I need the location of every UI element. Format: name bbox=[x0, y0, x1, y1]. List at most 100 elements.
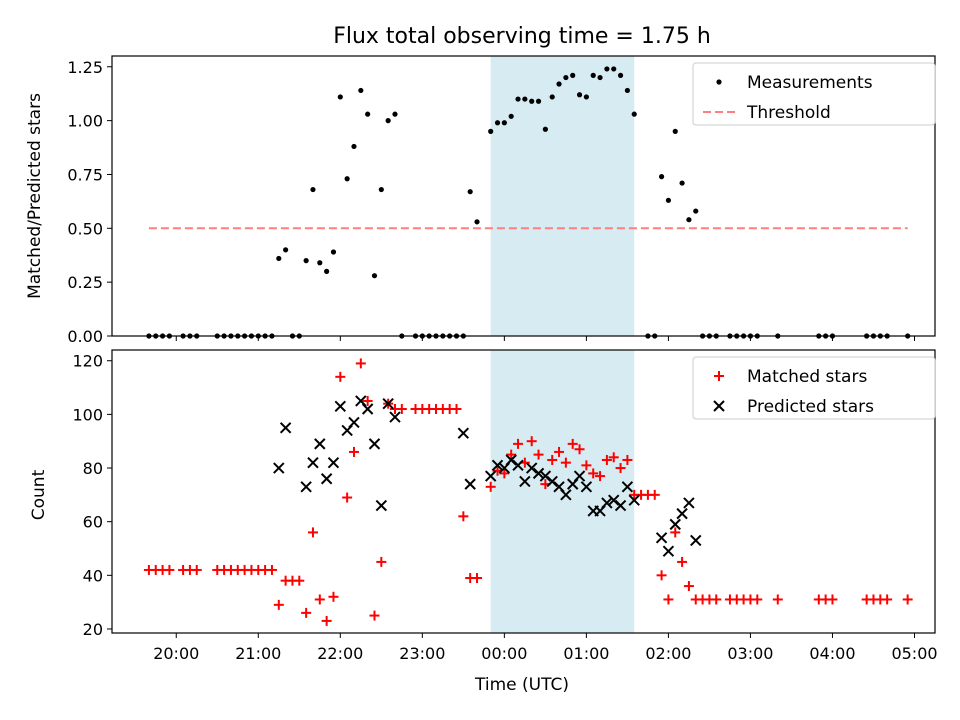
bottom-series-0-point-74 bbox=[683, 581, 694, 592]
bottom-series-1-point-14 bbox=[382, 397, 394, 410]
top-series-0-point-65 bbox=[624, 87, 631, 94]
top-series-0-point-22 bbox=[317, 260, 323, 266]
bottom-ytick-label-2: 60 bbox=[83, 513, 103, 532]
bottom-series-0-point-25 bbox=[335, 371, 346, 382]
top-axes-frame bbox=[111, 55, 936, 337]
bottom-series-1-point-42 bbox=[669, 518, 681, 531]
bottom-series-0-point-64 bbox=[615, 463, 626, 474]
top-series-0-point-74 bbox=[693, 208, 699, 214]
bottom-series-1-point-7 bbox=[334, 400, 347, 413]
bottom-series-0-point-60 bbox=[588, 468, 599, 479]
top-series-0-point-21 bbox=[310, 186, 316, 193]
bottom-series-0-point-3 bbox=[164, 564, 175, 575]
top-series-0-point-26 bbox=[344, 176, 350, 182]
bottom-series-0-point-27 bbox=[348, 446, 359, 457]
bottom-series-1-point-26 bbox=[539, 470, 552, 482]
bottom-series-0-point-15 bbox=[266, 564, 277, 575]
bottom-series-0-point-42 bbox=[458, 511, 469, 522]
bottom-series-1-point-38 bbox=[621, 481, 634, 493]
bottom-series-1-point-29 bbox=[560, 489, 572, 501]
bottom-series-0-point-57 bbox=[567, 438, 578, 449]
bottom-series-0-point-30 bbox=[369, 610, 380, 621]
top-ytick-label-2: 0.50 bbox=[67, 219, 103, 238]
bottom-legend-swatch-0 bbox=[714, 371, 724, 381]
bottom-series-1-point-40 bbox=[655, 532, 668, 544]
top-series-0-point-23 bbox=[324, 268, 330, 274]
top-series-0-point-69 bbox=[658, 174, 665, 180]
top-series-0-point-56 bbox=[563, 74, 569, 81]
top-series-0-point-51 bbox=[529, 98, 535, 104]
bottom-series-0-point-55 bbox=[554, 446, 565, 457]
bottom-series-0-point-31 bbox=[376, 556, 387, 567]
bottom-series-0-point-26 bbox=[342, 492, 353, 503]
top-series-0-point-49 bbox=[515, 96, 521, 102]
top-y-axis-label: Matched/Predicted stars bbox=[25, 93, 45, 299]
top-series-0-point-71 bbox=[672, 128, 678, 134]
bottom-series-0-point-41 bbox=[451, 404, 462, 415]
bottom-ytick-label-1: 40 bbox=[83, 566, 103, 585]
xtick-label-0: 20:00 bbox=[153, 644, 199, 663]
top-series-0-point-32 bbox=[385, 118, 391, 124]
top-ytick-label-4: 1.00 bbox=[67, 112, 103, 131]
bottom-series-0-point-16 bbox=[273, 599, 284, 610]
top-legend-label-1: Threshold bbox=[746, 103, 831, 123]
top-ytick-label-1: 0.25 bbox=[67, 273, 103, 292]
top-series-0-point-25 bbox=[337, 94, 343, 100]
top-series-0-point-44 bbox=[474, 219, 480, 225]
bottom-series-0-point-87 bbox=[827, 594, 838, 605]
bottom-ytick-label-0: 20 bbox=[83, 620, 103, 639]
bottom-ytick-label-4: 100 bbox=[72, 405, 103, 424]
bottom-series-1-point-39 bbox=[628, 494, 640, 506]
x-axis-label: Time (UTC) bbox=[474, 675, 569, 695]
bottom-series-1-point-18 bbox=[484, 470, 497, 482]
top-series-0-point-27 bbox=[351, 143, 357, 150]
top-series-0-point-30 bbox=[371, 273, 378, 279]
top-series-0-point-66 bbox=[631, 111, 637, 117]
bottom-series-0-point-84 bbox=[772, 594, 783, 605]
top-series-0-point-52 bbox=[535, 98, 542, 104]
bottom-legend: Matched stars Predicted stars bbox=[692, 356, 936, 420]
xtick-label-3: 23:00 bbox=[399, 644, 445, 663]
bottom-series-1-point-23 bbox=[519, 475, 531, 488]
chart-title: Flux total observing time = 1.75 h bbox=[333, 24, 711, 49]
bottom-legend-box bbox=[692, 356, 936, 420]
bottom-series-1-point-17 bbox=[464, 478, 476, 490]
xtick-label-1: 21:00 bbox=[235, 644, 281, 663]
top-series-0-point-17 bbox=[283, 247, 289, 253]
bottom-series-0-point-63 bbox=[608, 452, 619, 463]
bottom-series-1-point-31 bbox=[573, 470, 586, 482]
top-series-0-point-73 bbox=[686, 217, 692, 223]
bottom-series-1-point-6 bbox=[327, 456, 340, 469]
top-legend-swatch-0 bbox=[716, 79, 722, 85]
bottom-series-0-point-54 bbox=[547, 454, 558, 465]
top-series-0-point-58 bbox=[576, 92, 583, 98]
bottom-series-0-point-62 bbox=[601, 454, 612, 465]
bottom-series-1-point-44 bbox=[683, 497, 695, 509]
top-series-0-point-28 bbox=[358, 87, 364, 94]
bottom-series-0 bbox=[143, 358, 913, 626]
bottom-series-0-point-49 bbox=[513, 438, 524, 449]
bottom-series-0-point-21 bbox=[307, 527, 318, 538]
bottom-series-1-point-16 bbox=[457, 427, 470, 439]
top-series-0-point-61 bbox=[597, 74, 603, 81]
bottom-series-1-point-5 bbox=[320, 473, 333, 485]
xtick-label-2: 22:00 bbox=[317, 644, 363, 663]
bottom-series-1-point-4 bbox=[314, 438, 326, 450]
bottom-series-0-point-29 bbox=[362, 395, 373, 406]
bottom-series-0-point-72 bbox=[670, 527, 681, 538]
top-legend-box bbox=[692, 62, 936, 126]
top-series-0-point-57 bbox=[570, 72, 576, 78]
bottom-series-1-point-43 bbox=[676, 507, 688, 520]
bottom-series-0-point-56 bbox=[560, 457, 571, 468]
bottom-series-0-point-20 bbox=[301, 607, 312, 618]
top-series-0-point-59 bbox=[583, 94, 589, 100]
top-series-0-point-62 bbox=[604, 66, 610, 72]
top-series-0-point-31 bbox=[378, 186, 384, 193]
top-legend: Measurements Threshold bbox=[692, 62, 936, 126]
bottom-series-1-point-25 bbox=[532, 467, 545, 480]
bottom-legend-swatch-1 bbox=[713, 400, 725, 412]
bottom-series-1-point-13 bbox=[375, 499, 388, 512]
bottom-series-0-point-45 bbox=[485, 481, 496, 492]
bottom-series-1-point-35 bbox=[601, 497, 613, 509]
